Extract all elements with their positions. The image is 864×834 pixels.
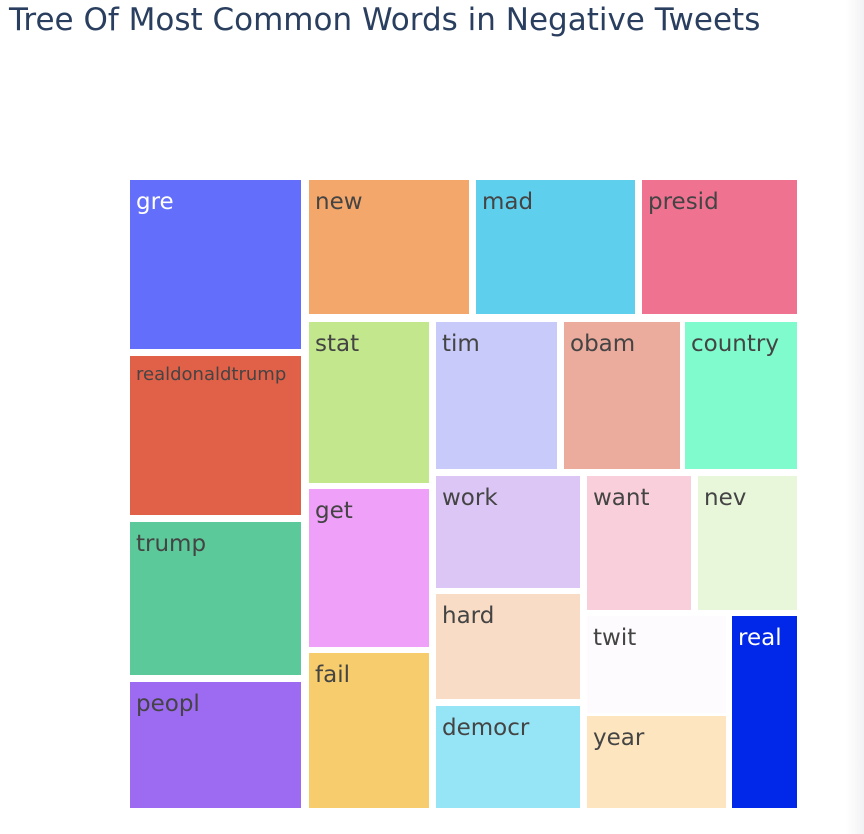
treemap-label: gre (136, 189, 174, 215)
treemap-label: peopl (136, 691, 200, 717)
treemap-tile-real[interactable]: real (732, 616, 797, 808)
treemap-label: twit (593, 625, 636, 651)
treemap-label: get (315, 498, 353, 524)
treemap-rect[interactable] (309, 653, 429, 808)
treemap-rect[interactable] (698, 476, 797, 610)
panel-edge (846, 0, 864, 834)
treemap-rect[interactable] (436, 594, 580, 699)
treemap-tile-tim[interactable]: tim (436, 322, 557, 469)
treemap-rect[interactable] (587, 616, 726, 713)
treemap-tile-work[interactable]: work (436, 476, 580, 588)
treemap-label: presid (648, 189, 719, 215)
treemap-label: obam (570, 331, 635, 357)
treemap-label: fail (315, 662, 350, 688)
treemap-rect[interactable] (564, 322, 680, 469)
treemap-tile-hard[interactable]: hard (436, 594, 580, 699)
treemap-tile-gre[interactable]: gre (130, 180, 301, 349)
treemap-rect[interactable] (587, 716, 726, 808)
treemap-rect[interactable] (130, 522, 301, 675)
treemap-rect[interactable] (436, 706, 580, 808)
treemap-tile-want[interactable]: want (587, 476, 691, 610)
treemap-tile-twit[interactable]: twit (587, 616, 726, 713)
treemap-tile-peopl[interactable]: peopl (130, 682, 301, 808)
treemap-rect[interactable] (685, 322, 797, 469)
treemap-rect[interactable] (436, 476, 580, 588)
treemap-tile-realdonaldtrump[interactable]: realdonaldtrump (130, 356, 301, 515)
treemap-tile-fail[interactable]: fail (309, 653, 429, 808)
treemap-tile-get[interactable]: get (309, 489, 429, 647)
chart-title: Tree Of Most Common Words in Negative Tw… (9, 2, 761, 38)
treemap-label: tim (442, 331, 480, 357)
treemap-rect[interactable] (436, 322, 557, 469)
treemap-tile-mad[interactable]: mad (476, 180, 635, 314)
treemap-tile-year[interactable]: year (587, 716, 726, 808)
treemap-label: stat (315, 331, 359, 357)
treemap-rect[interactable] (130, 682, 301, 808)
treemap-label: real (738, 625, 782, 651)
treemap-rect[interactable] (309, 322, 429, 483)
treemap-tile-stat[interactable]: stat (309, 322, 429, 483)
treemap-rect[interactable] (587, 476, 691, 610)
treemap-rect[interactable] (732, 616, 797, 808)
treemap-rect[interactable] (309, 180, 469, 314)
treemap-tile-obam[interactable]: obam (564, 322, 680, 469)
treemap-label: work (442, 485, 498, 511)
treemap-tile-trump[interactable]: trump (130, 522, 301, 675)
treemap-label: trump (136, 531, 206, 557)
treemap-tile-nev[interactable]: nev (698, 476, 797, 610)
treemap-label: year (593, 725, 645, 751)
treemap-tile-presid[interactable]: presid (642, 180, 797, 314)
treemap-label: hard (442, 603, 494, 629)
treemap-label: democr (442, 715, 530, 741)
treemap-label: want (593, 485, 650, 511)
treemap-tile-democr[interactable]: democr (436, 706, 580, 808)
treemap-rect[interactable] (642, 180, 797, 314)
treemap-label: realdonaldtrump (136, 364, 286, 385)
treemap-rect[interactable] (130, 356, 301, 515)
treemap-rect[interactable] (130, 180, 301, 349)
treemap-tile-country[interactable]: country (685, 322, 797, 469)
treemap-label: country (691, 331, 779, 357)
treemap-rect[interactable] (476, 180, 635, 314)
treemap-label: mad (482, 189, 533, 215)
treemap-tile-new[interactable]: new (309, 180, 469, 314)
treemap-label: nev (704, 485, 746, 511)
treemap-rect[interactable] (309, 489, 429, 647)
treemap-label: new (315, 189, 363, 215)
